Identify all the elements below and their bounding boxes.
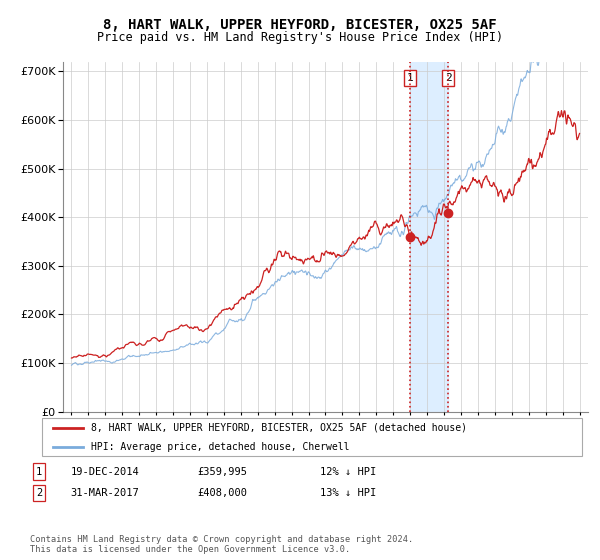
- Text: 31-MAR-2017: 31-MAR-2017: [71, 488, 139, 498]
- Text: 13% ↓ HPI: 13% ↓ HPI: [320, 488, 376, 498]
- Text: 1: 1: [406, 73, 413, 83]
- Text: £359,995: £359,995: [197, 466, 247, 477]
- Text: 19-DEC-2014: 19-DEC-2014: [71, 466, 139, 477]
- Text: £408,000: £408,000: [197, 488, 247, 498]
- Text: 2: 2: [36, 488, 42, 498]
- Text: 12% ↓ HPI: 12% ↓ HPI: [320, 466, 376, 477]
- Text: 8, HART WALK, UPPER HEYFORD, BICESTER, OX25 5AF (detached house): 8, HART WALK, UPPER HEYFORD, BICESTER, O…: [91, 423, 467, 433]
- FancyBboxPatch shape: [42, 418, 582, 456]
- Text: Contains HM Land Registry data © Crown copyright and database right 2024.
This d: Contains HM Land Registry data © Crown c…: [30, 535, 413, 554]
- Text: HPI: Average price, detached house, Cherwell: HPI: Average price, detached house, Cher…: [91, 442, 349, 452]
- Text: 2: 2: [445, 73, 452, 83]
- Text: 8, HART WALK, UPPER HEYFORD, BICESTER, OX25 5AF: 8, HART WALK, UPPER HEYFORD, BICESTER, O…: [103, 18, 497, 32]
- Text: 1: 1: [36, 466, 42, 477]
- Text: Price paid vs. HM Land Registry's House Price Index (HPI): Price paid vs. HM Land Registry's House …: [97, 31, 503, 44]
- Bar: [410, 62, 448, 412]
